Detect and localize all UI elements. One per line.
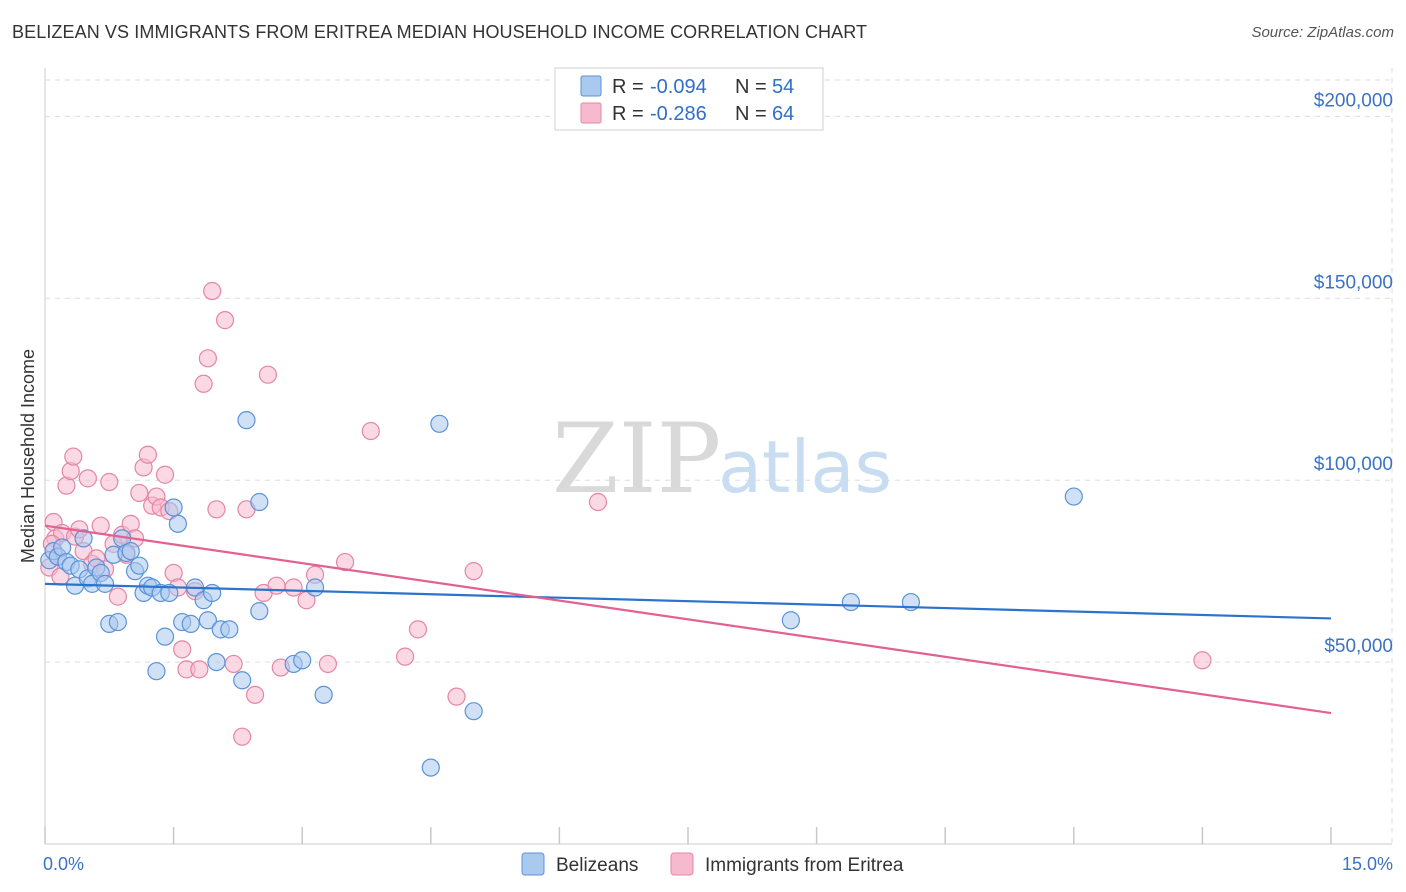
belizeans-point — [250, 602, 269, 621]
eritrea-point — [447, 687, 466, 706]
belizeans-point — [95, 574, 115, 593]
eritrea-point — [130, 483, 149, 503]
legend-swatch-belizeans — [580, 75, 602, 97]
eritrea-point — [78, 469, 97, 488]
y-tick-label: $50,000 — [1324, 636, 1393, 657]
eritrea-point — [198, 349, 217, 368]
eritrea-point — [464, 562, 483, 581]
watermark-atlas: atlas — [718, 425, 892, 509]
belizeans-point — [430, 414, 449, 433]
x-tick-label: 0.0% — [43, 854, 84, 874]
legend-swatch-eritrea — [580, 102, 602, 124]
x-tick-label: 15.0% — [1342, 854, 1393, 874]
belizeans-point — [293, 651, 312, 670]
eritrea-point — [91, 516, 110, 535]
eritrea-point — [245, 685, 265, 704]
belizeans-point — [237, 411, 256, 430]
legend-n-value-belizeans: 54 — [772, 76, 794, 98]
stats-legend: R = -0.094 N = 54 R = -0.286 N = 64 — [554, 67, 824, 131]
belizeans-point — [314, 685, 333, 704]
belizeans-point — [108, 612, 127, 632]
eritrea-point — [100, 472, 119, 492]
eritrea-point — [258, 365, 278, 384]
eritrea-point — [284, 578, 303, 597]
belizeans-point — [147, 662, 166, 681]
legend-label-belizeans: Belizeans — [556, 855, 638, 876]
belizeans-point — [464, 702, 483, 721]
legend-label-eritrea: Immigrants from Eritrea — [705, 855, 904, 876]
y-tick-label: $150,000 — [1314, 272, 1393, 293]
eritrea-point — [267, 576, 286, 595]
eritrea-point — [233, 727, 252, 746]
eritrea-point — [155, 465, 175, 484]
eritrea-point — [207, 500, 226, 519]
legend-n-value-eritrea: 64 — [772, 103, 794, 125]
chart-title: BELIZEAN VS IMMIGRANTS FROM ERITREA MEDI… — [12, 22, 868, 42]
legend-n-label-belizeans: N = — [735, 76, 767, 98]
legend-r-value-belizeans: -0.094 — [650, 76, 707, 98]
eritrea-point — [203, 281, 222, 301]
belizeans-point — [207, 652, 226, 672]
belizeans-point — [181, 614, 200, 633]
legend-r-label-belizeans: R = — [612, 76, 644, 98]
y-tick-label: $200,000 — [1314, 90, 1393, 111]
eritrea-point — [361, 421, 380, 441]
y-tick-labels: $50,000 $100,000 $150,000 $200,000 — [1314, 90, 1393, 657]
legend-swatch-belizeans-bottom — [521, 852, 545, 876]
eritrea-point — [318, 654, 338, 674]
trend-lines — [44, 524, 1332, 715]
belizeans-point — [160, 583, 179, 603]
eritrea-point — [138, 445, 157, 464]
legend-n-label-eritrea: N = — [735, 103, 767, 125]
eritrea-point — [224, 654, 243, 674]
y-tick-label: $100,000 — [1314, 454, 1393, 475]
eritrea-point — [335, 552, 355, 572]
belizeans-point — [305, 578, 325, 597]
eritrea-point — [108, 587, 127, 606]
belizeans-point — [121, 542, 140, 561]
eritrea-point — [194, 374, 213, 393]
eritrea-point — [215, 311, 235, 330]
belizeans-point — [421, 758, 440, 777]
belizeans-point — [130, 556, 149, 575]
watermark: ZIP atlas — [552, 403, 892, 515]
eritrea-point — [173, 640, 192, 659]
belizeans-point — [168, 514, 187, 533]
eritrea-trend-line — [44, 524, 1332, 715]
belizeans-point — [1064, 487, 1083, 506]
belizeans-trend-line — [44, 582, 1332, 620]
legend-r-label-eritrea: R = — [612, 103, 644, 125]
belizeans-point — [155, 627, 175, 646]
belizeans-point — [220, 620, 239, 639]
eritrea-point — [395, 647, 415, 666]
watermark-zip: ZIP — [552, 403, 721, 515]
belizeans-point — [203, 583, 222, 603]
axes — [44, 68, 1392, 845]
belizeans-point — [74, 529, 93, 548]
series-belizeans-points — [40, 411, 1083, 777]
eritrea-point — [588, 492, 608, 512]
eritrea-point — [1193, 651, 1212, 670]
belizeans-point — [781, 611, 800, 630]
chart-source: Source: ZipAtlas.com — [1251, 24, 1394, 41]
x-tick-labels: 0.0% 15.0% — [43, 854, 1393, 874]
eritrea-point — [64, 447, 83, 466]
legend-swatch-eritrea-bottom — [670, 852, 694, 876]
eritrea-point — [408, 620, 428, 639]
belizeans-point — [198, 611, 217, 630]
belizeans-point — [233, 671, 252, 690]
y-axis-label: Median Household Income — [18, 349, 38, 563]
belizeans-point — [841, 592, 860, 612]
belizeans-point — [164, 498, 183, 517]
belizeans-point — [250, 492, 269, 512]
legend-r-value-eritrea: -0.286 — [650, 103, 707, 125]
series-legend: Belizeans Immigrants from Eritrea — [521, 852, 904, 876]
eritrea-point — [190, 660, 209, 679]
